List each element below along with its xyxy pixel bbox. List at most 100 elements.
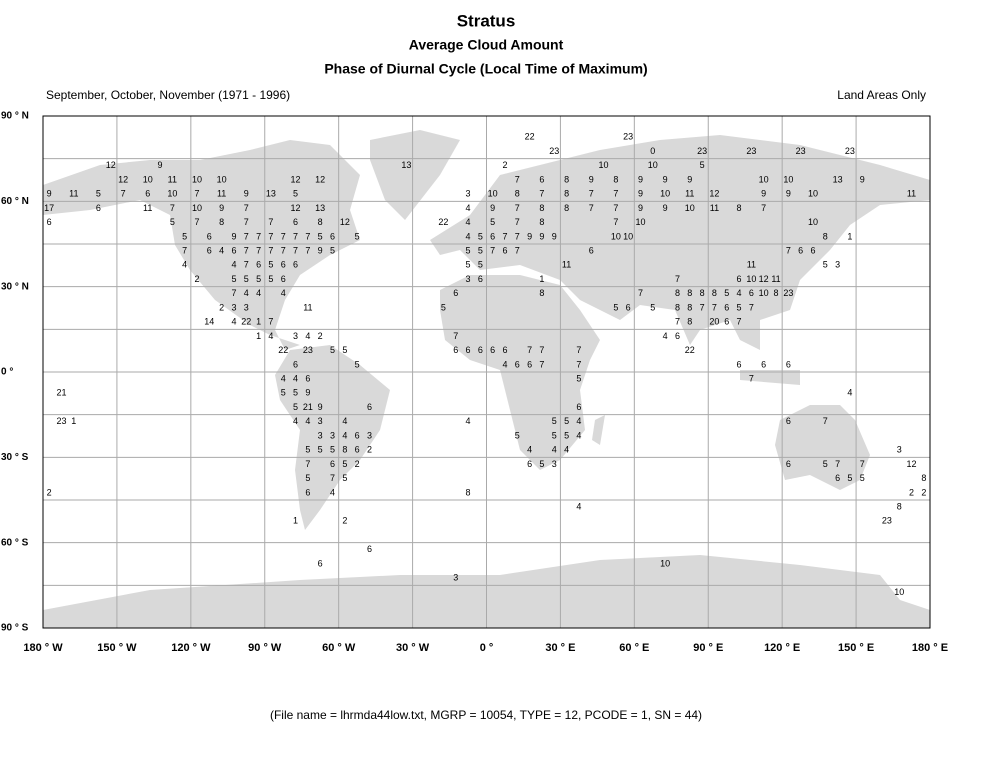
cell-value: 23 (845, 146, 855, 156)
x-tick-label: 60 ° W (322, 642, 356, 654)
cell-value: 8 (318, 217, 323, 227)
cell-value: 6 (626, 302, 631, 312)
cell-value: 4 (293, 373, 298, 383)
cell-value: 7 (281, 245, 286, 255)
y-tick-label: 90 ° S (1, 623, 29, 634)
cell-value: 8 (539, 203, 544, 213)
cell-value: 22 (241, 317, 251, 327)
cell-value: 10 (217, 174, 227, 184)
cell-value: 9 (860, 174, 865, 184)
cell-value: 3 (244, 302, 249, 312)
cell-value: 8 (897, 501, 902, 511)
cell-value: 12 (291, 174, 301, 184)
cell-value: 5 (293, 388, 298, 398)
cell-value: 5 (823, 260, 828, 270)
cell-value: 2 (342, 516, 347, 526)
cell-value: 4 (256, 288, 261, 298)
cell-value: 5 (231, 274, 236, 284)
cell-value: 7 (515, 217, 520, 227)
cell-value: 1 (256, 331, 261, 341)
cell-value: 6 (256, 260, 261, 270)
x-tick-label: 120 ° W (171, 642, 211, 654)
cell-value: 5 (441, 302, 446, 312)
land-australia (775, 405, 870, 490)
cell-value: 4 (527, 445, 532, 455)
cell-value: 6 (502, 345, 507, 355)
cell-value: 8 (564, 189, 569, 199)
cell-value: 9 (663, 174, 668, 184)
cell-value: 11 (907, 189, 916, 199)
cell-value: 7 (502, 231, 507, 241)
subtitle: Average Cloud Amount (409, 37, 564, 53)
cell-value: 4 (466, 416, 471, 426)
cell-value: 23 (746, 146, 756, 156)
cell-value: 8 (342, 445, 347, 455)
cell-value: 8 (219, 217, 224, 227)
cell-value: 6 (305, 487, 310, 497)
cell-value: 13 (401, 160, 411, 170)
cell-value: 6 (207, 245, 212, 255)
cell-value: 11 (710, 203, 719, 213)
cell-value: 5 (490, 217, 495, 227)
cell-value: 7 (613, 203, 618, 213)
cell-value: 9 (786, 189, 791, 199)
cell-value: 7 (293, 231, 298, 241)
land-madagascar (592, 415, 605, 445)
cell-value: 5 (355, 231, 360, 241)
cell-value: 6 (724, 302, 729, 312)
cell-value: 7 (244, 245, 249, 255)
cell-value: 11 (69, 189, 78, 199)
cell-value: 5 (847, 473, 852, 483)
cell-value: 5 (293, 402, 298, 412)
cell-value: 10 (759, 174, 769, 184)
y-tick-label: 90 ° N (1, 111, 29, 122)
cell-value: 4 (564, 445, 569, 455)
cell-value: 7 (835, 459, 840, 469)
cell-value: 13 (266, 189, 276, 199)
cell-value: 7 (305, 231, 310, 241)
cell-value: 4 (576, 501, 581, 511)
cell-value: 6 (761, 359, 766, 369)
cell-value: 7 (268, 317, 273, 327)
cell-value: 7 (675, 274, 680, 284)
cell-value: 7 (749, 373, 754, 383)
cell-value: 10 (192, 203, 202, 213)
cell-value: 3 (552, 459, 557, 469)
cell-value: 10 (783, 174, 793, 184)
cell-value: 5 (355, 359, 360, 369)
cell-value: 5 (170, 217, 175, 227)
cell-value: 7 (613, 189, 618, 199)
cell-value: 6 (207, 231, 212, 241)
cell-value: 9 (527, 231, 532, 241)
cell-value: 5 (182, 231, 187, 241)
cell-value: 5 (515, 430, 520, 440)
cell-value: 10 (808, 189, 818, 199)
cell-value: 2 (921, 487, 926, 497)
cell-value: 5 (293, 189, 298, 199)
cell-value: 9 (687, 174, 692, 184)
cell-value: 6 (576, 402, 581, 412)
y-tick-label: 60 ° N (1, 196, 29, 207)
cell-value: 10 (660, 558, 670, 568)
cell-value: 7 (244, 203, 249, 213)
y-tick-label: 30 ° N (1, 281, 29, 292)
cell-value: 5 (737, 302, 742, 312)
cell-value: 23 (303, 345, 313, 355)
cell-value: 12 (759, 274, 769, 284)
cell-value: 7 (638, 288, 643, 298)
cell-value: 6 (293, 260, 298, 270)
cell-value: 6 (96, 203, 101, 213)
cell-value: 6 (478, 274, 483, 284)
cell-value: 3 (466, 274, 471, 284)
cell-value: 2 (318, 331, 323, 341)
cell-value: 5 (342, 345, 347, 355)
cell-value: 2 (219, 302, 224, 312)
cell-value: 10 (660, 189, 670, 199)
x-tick-label: 60 ° E (619, 642, 649, 654)
x-tick-label: 30 ° E (545, 642, 575, 654)
cell-value: 6 (466, 345, 471, 355)
cell-value: 6 (835, 473, 840, 483)
cell-value: 2 (47, 487, 52, 497)
cell-value: 14 (204, 317, 214, 327)
